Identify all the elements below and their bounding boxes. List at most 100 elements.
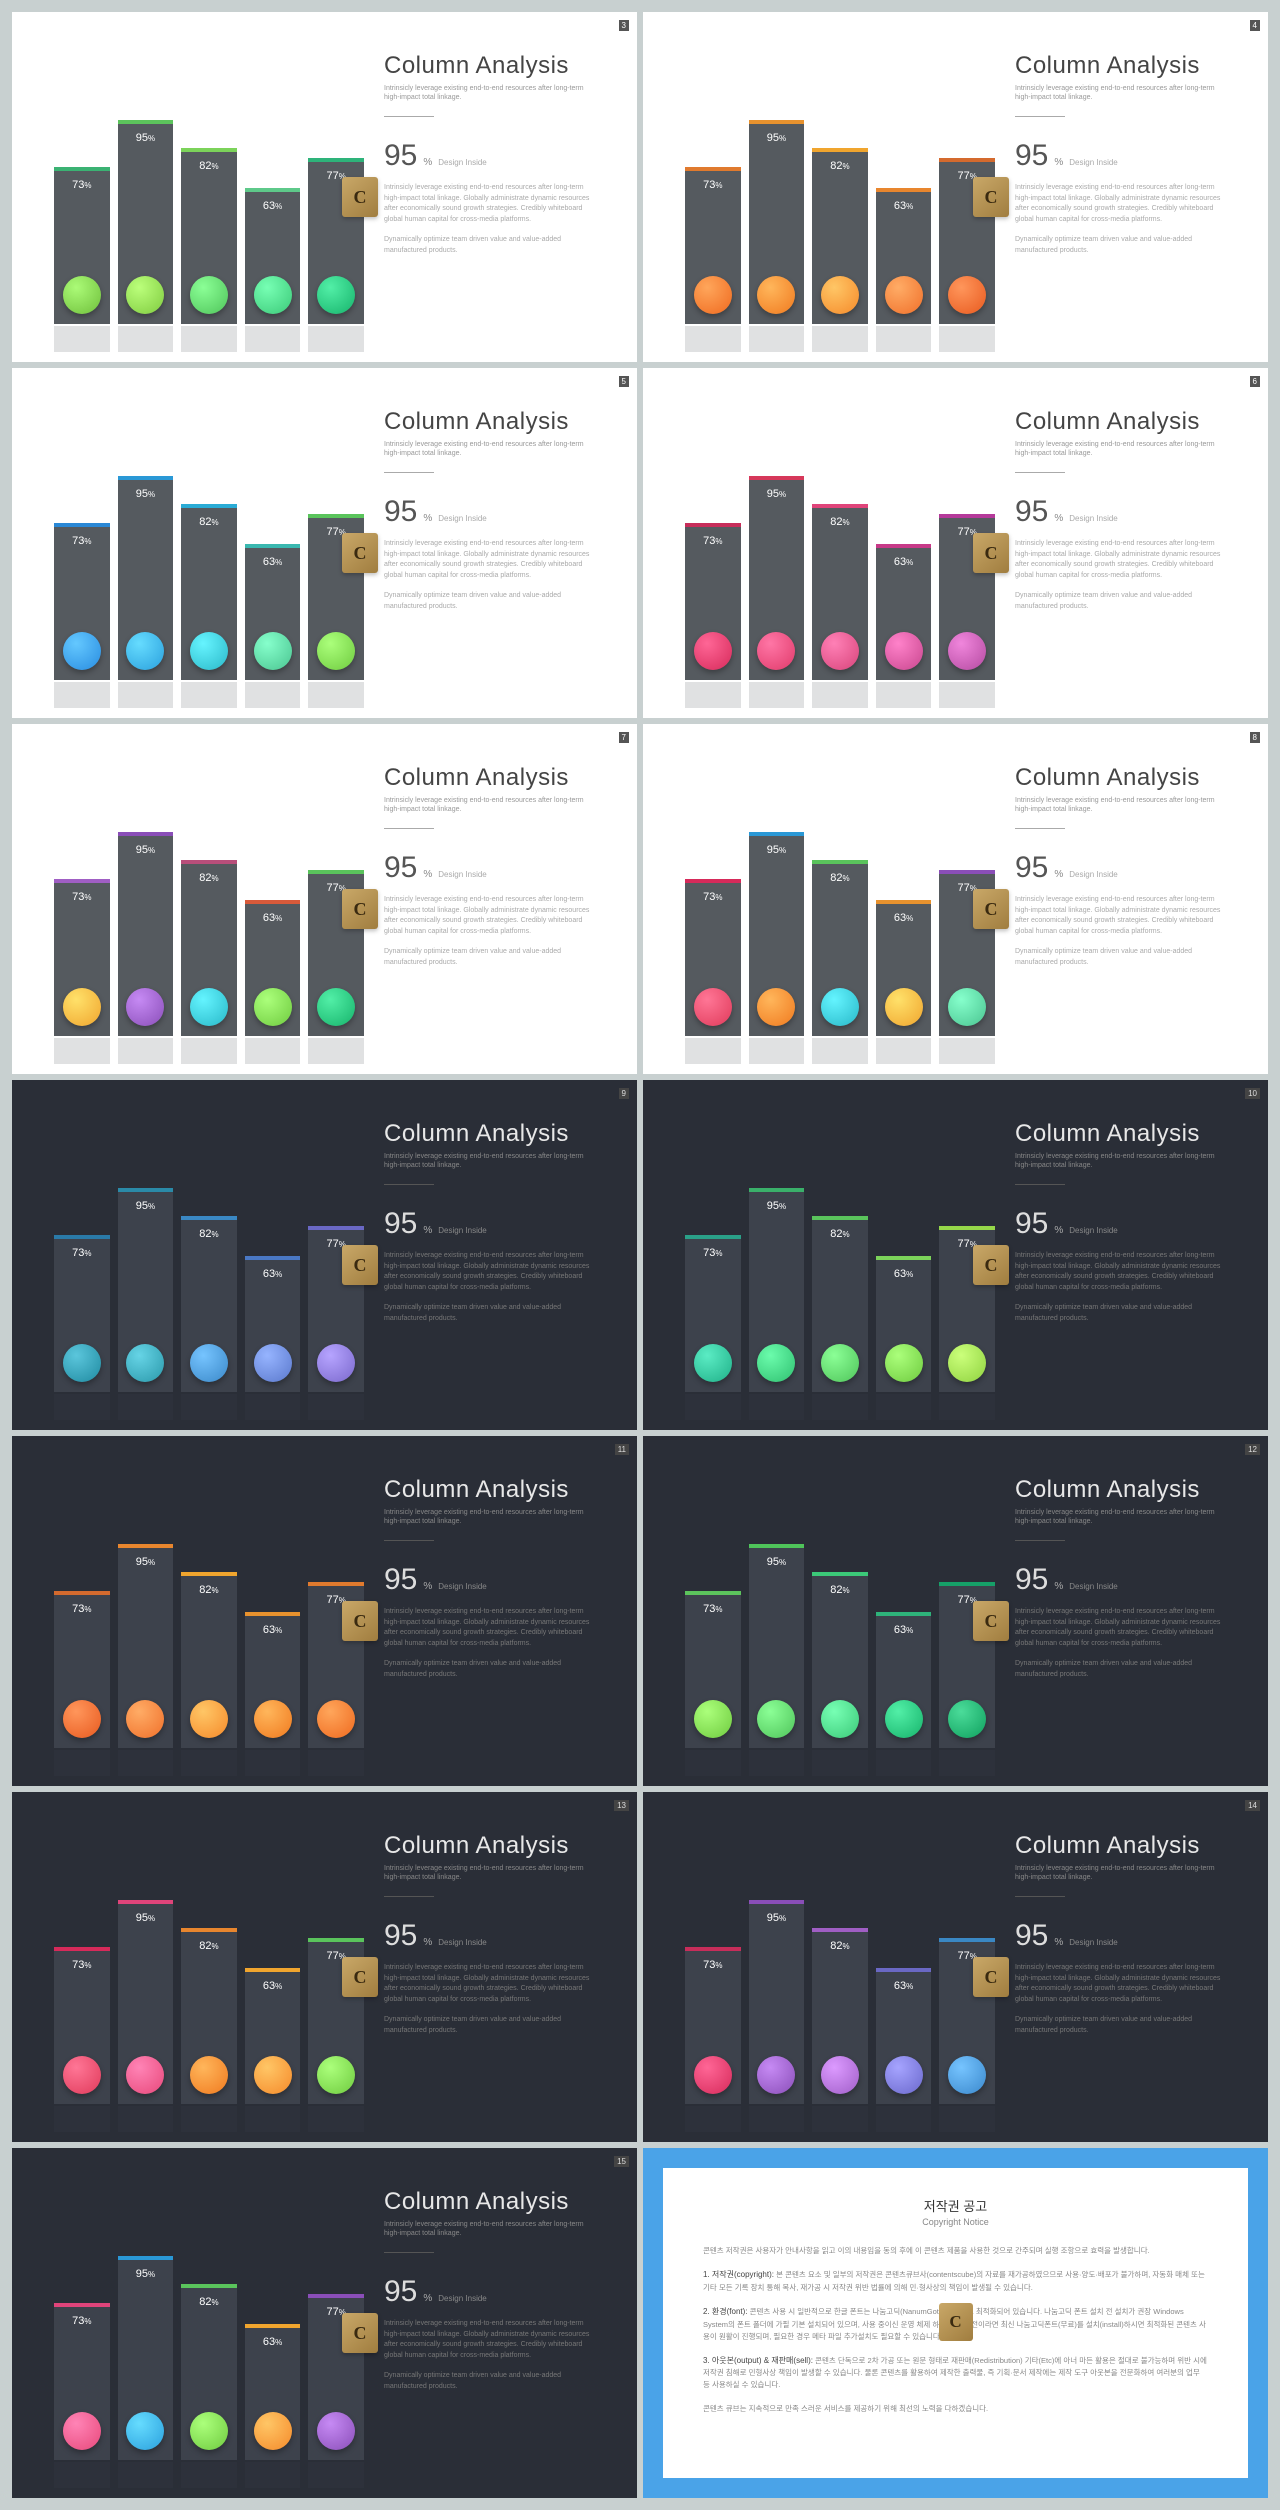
- copyright-slide: 저작권 공고Copyright Notice콘텐츠 저작권은 사용자가 안내사항…: [643, 2148, 1268, 2498]
- body-paragraph-2: Dynamically optimize team driven value a…: [384, 2015, 599, 2036]
- bar-body: 82%: [812, 864, 868, 1036]
- bar-value-label: 95%: [136, 488, 155, 500]
- bar-circle-icon: [885, 1700, 923, 1738]
- bar-circle-icon: [694, 276, 732, 314]
- bar: 73%: [54, 167, 110, 324]
- bar-circle-icon: [126, 276, 164, 314]
- page-number: 6: [1250, 376, 1260, 387]
- divider: [1015, 472, 1065, 473]
- text-panel: Column AnalysisIntrinsicly leverage exis…: [384, 1476, 599, 1680]
- stat-label: Design Inside: [1069, 1938, 1117, 1947]
- bar-value-label: 95%: [136, 132, 155, 144]
- stat-number: 95: [1015, 1919, 1048, 1953]
- bar: 73%: [54, 1947, 110, 2104]
- bar-circle-icon: [190, 276, 228, 314]
- bar-circle-icon: [63, 2056, 101, 2094]
- bar-body: 73%: [54, 1239, 110, 1392]
- bar-circle-icon: [190, 1700, 228, 1738]
- bar: 63%: [876, 188, 932, 324]
- bar-circle-icon: [190, 632, 228, 670]
- body-paragraph-2: Dynamically optimize team driven value a…: [384, 235, 599, 256]
- chart-reflection: [685, 2106, 995, 2132]
- bar: 63%: [876, 544, 932, 680]
- chart-slide: 1173%95%82%63%77%CColumn AnalysisIntrins…: [12, 1436, 637, 1786]
- bar: 73%: [685, 1947, 741, 2104]
- bar-value-label: 95%: [767, 488, 786, 500]
- chart-slide: 573%95%82%63%77%CColumn AnalysisIntrinsi…: [12, 368, 637, 718]
- stat-number: 95: [1015, 1563, 1048, 1597]
- bar-body: 73%: [685, 1951, 741, 2104]
- bar: 73%: [685, 167, 741, 324]
- bar-circle-icon: [885, 632, 923, 670]
- divider: [384, 116, 434, 117]
- bar-value-label: 73%: [72, 891, 91, 903]
- slide-subtitle: Intrinsicly leverage existing end-to-end…: [384, 1152, 599, 1170]
- bar-body: 73%: [54, 1595, 110, 1748]
- body-paragraph-2: Dynamically optimize team driven value a…: [384, 947, 599, 968]
- body-paragraph-2: Dynamically optimize team driven value a…: [1015, 1659, 1230, 1680]
- chart-slide: 1573%95%82%63%77%CColumn AnalysisIntrins…: [12, 2148, 637, 2498]
- bar: 82%: [812, 504, 868, 680]
- text-panel: Column AnalysisIntrinsicly leverage exis…: [1015, 764, 1230, 968]
- stat-row: 95%Design Inside: [1015, 1207, 1230, 1241]
- chart-slide: 473%95%82%63%77%CColumn AnalysisIntrinsi…: [643, 12, 1268, 362]
- body-paragraph-1: Intrinsicly leverage existing end-to-end…: [384, 2319, 599, 2361]
- bar: 82%: [181, 1216, 237, 1392]
- text-panel: Column AnalysisIntrinsicly leverage exis…: [384, 52, 599, 256]
- bar-circle-icon: [254, 632, 292, 670]
- bar-circle-icon: [254, 2056, 292, 2094]
- bar-value-label: 82%: [199, 1940, 218, 1952]
- stat-row: 95%Design Inside: [384, 851, 599, 885]
- bar-circle-icon: [317, 1700, 355, 1738]
- brand-badge-icon: C: [342, 1601, 378, 1641]
- bar-value-label: 73%: [703, 179, 722, 191]
- brand-badge-icon: C: [342, 889, 378, 929]
- bar-body: 73%: [685, 171, 741, 324]
- chart-slide: 773%95%82%63%77%CColumn AnalysisIntrinsi…: [12, 724, 637, 1074]
- bar-body: 82%: [181, 1220, 237, 1392]
- brand-badge-icon: C: [342, 177, 378, 217]
- stat-pct: %: [423, 157, 432, 168]
- bar-value-label: 95%: [136, 1200, 155, 1212]
- slide-subtitle: Intrinsicly leverage existing end-to-end…: [384, 796, 599, 814]
- bar: 73%: [54, 2303, 110, 2460]
- chart-slide: 1073%95%82%63%77%CColumn AnalysisIntrins…: [643, 1080, 1268, 1430]
- bar-value-label: 82%: [199, 872, 218, 884]
- bar-body: 63%: [876, 904, 932, 1036]
- bar: 82%: [812, 148, 868, 324]
- bar-circle-icon: [254, 1344, 292, 1382]
- text-panel: Column AnalysisIntrinsicly leverage exis…: [1015, 1832, 1230, 2036]
- bar: 73%: [54, 1591, 110, 1748]
- body-paragraph-2: Dynamically optimize team driven value a…: [1015, 1303, 1230, 1324]
- bar-circle-icon: [757, 276, 795, 314]
- bar-body: 95%: [749, 836, 805, 1036]
- bar-chart: 73%95%82%63%77%: [54, 64, 364, 324]
- brand-badge-icon: C: [973, 889, 1009, 929]
- divider: [384, 472, 434, 473]
- bar-value-label: 73%: [703, 1247, 722, 1259]
- chart-reflection: [54, 1038, 364, 1064]
- bar-body: 63%: [245, 1616, 301, 1748]
- stat-number: 95: [384, 1919, 417, 1953]
- chart-reflection: [685, 1750, 995, 1776]
- page-number: 11: [615, 1444, 629, 1455]
- bar-value-label: 82%: [830, 160, 849, 172]
- bar: 73%: [685, 523, 741, 680]
- bar-circle-icon: [821, 2056, 859, 2094]
- bar-body: 82%: [181, 1576, 237, 1748]
- divider: [384, 828, 434, 829]
- bar-body: 82%: [181, 2288, 237, 2460]
- stat-pct: %: [1054, 513, 1063, 524]
- bar: 95%: [118, 1544, 174, 1748]
- stat-label: Design Inside: [438, 514, 486, 523]
- bar-circle-icon: [821, 988, 859, 1026]
- bar: 63%: [245, 900, 301, 1036]
- bar-value-label: 95%: [136, 1912, 155, 1924]
- body-paragraph-1: Intrinsicly leverage existing end-to-end…: [384, 1251, 599, 1293]
- bar-circle-icon: [757, 1344, 795, 1382]
- bar: 95%: [118, 1188, 174, 1392]
- body-paragraph-1: Intrinsicly leverage existing end-to-end…: [1015, 1607, 1230, 1649]
- bar-value-label: 63%: [263, 2336, 282, 2348]
- slide-subtitle: Intrinsicly leverage existing end-to-end…: [384, 1864, 599, 1882]
- slide-title: Column Analysis: [384, 764, 599, 792]
